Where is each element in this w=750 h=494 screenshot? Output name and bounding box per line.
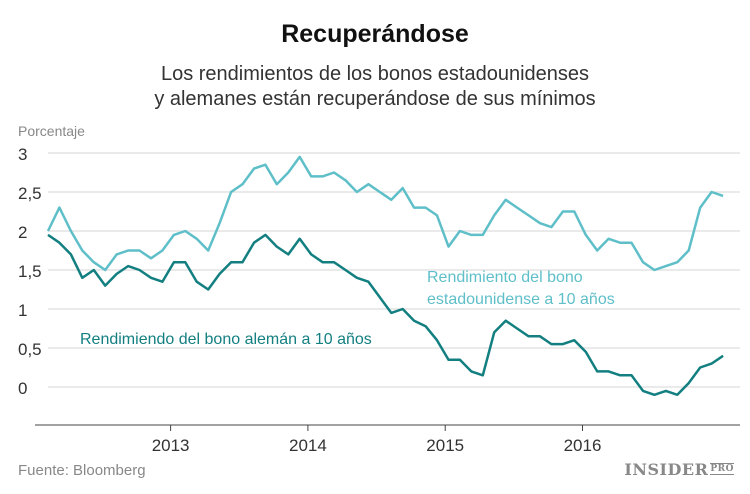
- y-tick-label: 1,5: [18, 262, 42, 281]
- series-label-us: estadounidense a 10 años: [427, 291, 615, 308]
- chart-title: Recuperándose: [281, 20, 469, 48]
- y-tick-label: 0,5: [18, 340, 42, 359]
- chart-subtitle: Los rendimientos de los bonos estadounid…: [0, 62, 750, 112]
- y-tick-label: 2,5: [18, 184, 42, 203]
- subtitle-line: y alemanes están recuperándose de sus mí…: [154, 88, 596, 110]
- y-tick-label: 2: [18, 223, 27, 242]
- x-tick-label: 2016: [564, 436, 602, 455]
- series-line-germany: [47, 233, 724, 397]
- y-axis-label: Porcentaje: [18, 123, 85, 139]
- insider-pro-logo: INSIDER PRO: [624, 460, 734, 479]
- x-tick-label: 2015: [426, 436, 464, 455]
- x-tick-label: 2014: [289, 436, 327, 455]
- series-label-us: Rendimiento del bono: [427, 269, 583, 286]
- x-tick-label: 2013: [152, 436, 190, 455]
- series-label-germany: Rendimiendo del bono alemán a 10 años: [80, 331, 372, 348]
- y-tick-label: 0: [18, 379, 27, 398]
- source-note: Fuente: Bloomberg: [18, 462, 146, 479]
- y-tick-label: 3: [18, 145, 27, 164]
- series-line-us: [46, 155, 724, 272]
- y-tick-label: 1: [18, 301, 27, 320]
- subtitle-line: Los rendimientos de los bonos estadounid…: [160, 63, 590, 85]
